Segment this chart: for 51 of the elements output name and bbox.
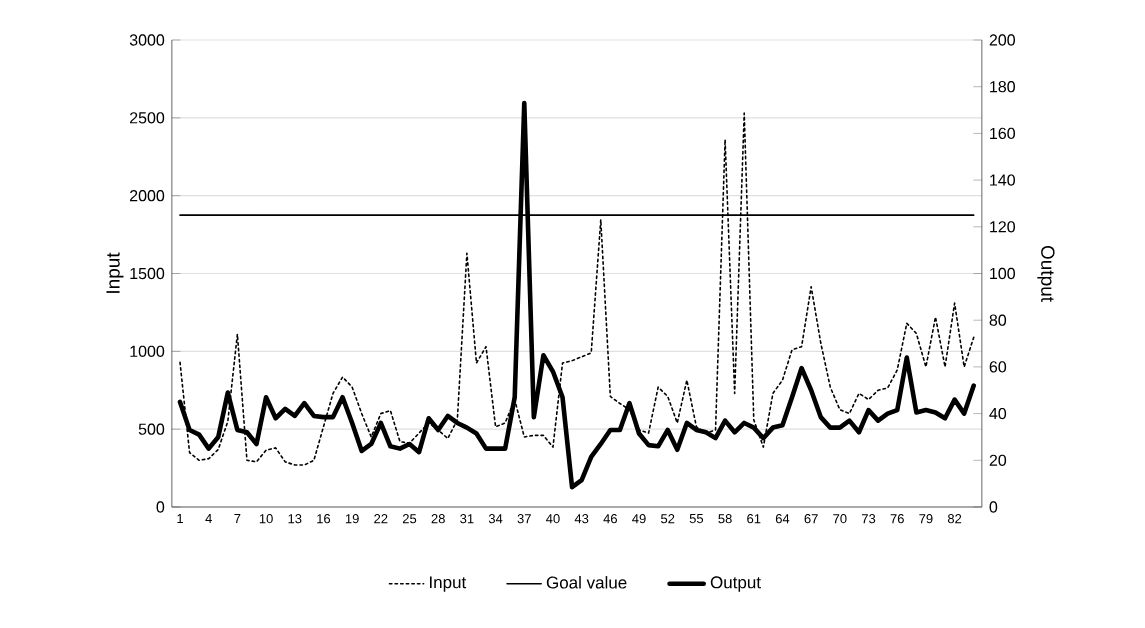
y2-tick-label: 100 — [990, 267, 1015, 280]
x-tick-label: 28 — [431, 514, 445, 524]
y2-tick-label: 40 — [989, 407, 1007, 420]
x-tick-label: 22 — [374, 514, 388, 524]
y-tick-label: 1500 — [130, 267, 165, 280]
x-tick-label: 79 — [919, 514, 933, 524]
y2-tick-label: 140 — [990, 174, 1015, 186]
y2-axis-title: Output — [1037, 245, 1055, 302]
y-tick-label: 2500 — [130, 112, 165, 124]
x-tick-label: 76 — [890, 514, 904, 524]
x-tick-label: 67 — [804, 514, 818, 524]
x-tick-label: 49 — [632, 514, 646, 524]
x-tick-label: 70 — [833, 514, 847, 524]
x-tick-label: 25 — [402, 514, 417, 524]
x-tick-label: 58 — [718, 514, 732, 524]
x-tick-label: 16 — [317, 514, 331, 524]
x-tick-label: 4 — [205, 514, 212, 524]
x-tick-label: 40 — [546, 514, 560, 524]
x-tick-label: 10 — [259, 514, 273, 524]
y-tick-label: 0 — [156, 501, 165, 513]
y2-tick-label: 60 — [989, 361, 1007, 373]
y-tick-label: 500 — [138, 423, 165, 435]
y2-tick-label: 160 — [990, 127, 1015, 140]
y-tick-label: 2000 — [130, 190, 165, 202]
y-tick-label: 3000 — [129, 34, 165, 46]
y2-tick-label: 0 — [989, 501, 998, 513]
x-tick-label: 64 — [775, 514, 790, 524]
x-tick-label: 31 — [460, 514, 474, 524]
x-tick-label: 82 — [947, 514, 962, 524]
y2-tick-label: 80 — [989, 314, 1007, 326]
y-axis-title: Input — [106, 252, 124, 293]
legend-label: Input — [430, 576, 467, 592]
x-tick-label: 52 — [661, 514, 675, 524]
y2-tick-label: 20 — [989, 454, 1007, 466]
x-tick-label: 46 — [603, 514, 617, 524]
x-tick-label: 1 — [177, 514, 183, 524]
y-tick-label: 1000 — [130, 345, 165, 357]
x-tick-label: 37 — [517, 514, 531, 524]
legend-label: Goal value — [546, 576, 627, 589]
y2-tick-label: 200 — [989, 34, 1015, 46]
x-tick-label: 34 — [488, 514, 503, 524]
x-tick-label: 13 — [288, 514, 302, 524]
x-tick-label: 55 — [689, 514, 704, 524]
x-tick-label: 19 — [345, 514, 359, 524]
legend-label: Output — [710, 576, 761, 592]
x-tick-label: 7 — [234, 514, 241, 524]
y2-tick-label: 180 — [990, 81, 1015, 93]
x-tick-label: 61 — [747, 514, 761, 524]
x-tick-label: 73 — [861, 514, 876, 524]
y2-tick-label: 120 — [990, 221, 1015, 233]
x-tick-label: 43 — [574, 514, 589, 524]
